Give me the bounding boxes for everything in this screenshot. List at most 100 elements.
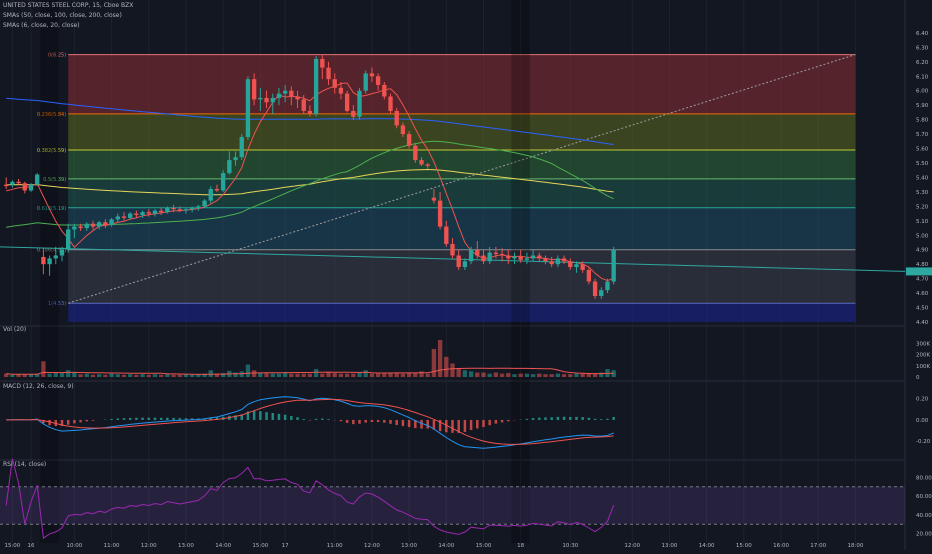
time-axis-tick: 17: [282, 543, 289, 549]
candle-body: [165, 207, 170, 213]
volume-bar: [72, 372, 77, 377]
candle-body: [264, 97, 269, 103]
volume-bar: [97, 374, 102, 377]
volume-bar: [493, 372, 499, 377]
price-axis-tick: 4.90: [916, 248, 929, 254]
price-axis-tick: 5.40: [916, 175, 929, 181]
time-axis-tick: 15:00: [4, 543, 20, 549]
volume-bar: [375, 373, 381, 377]
time-axis-tick: 18: [517, 543, 524, 549]
time-axis-tick: 14:00: [215, 543, 231, 549]
price-axis-tick: 6.20: [916, 60, 929, 66]
volume-bar: [289, 373, 294, 377]
candle-body: [537, 255, 542, 259]
candle-body: [437, 200, 443, 227]
volume-bar: [394, 372, 399, 377]
candle-body: [97, 222, 102, 227]
candle-body: [524, 258, 530, 260]
candle-body: [425, 164, 430, 166]
candle-body: [134, 213, 139, 216]
volume-bar: [109, 373, 114, 377]
candle-body: [530, 255, 536, 259]
volume-bar: [115, 374, 120, 377]
volume-bar: [450, 363, 455, 377]
candle-body: [512, 256, 517, 259]
candle-body: [239, 136, 244, 158]
candle-body: [444, 226, 449, 244]
candle-body: [171, 207, 176, 210]
time-axis-tick: 18:00: [847, 543, 863, 549]
volume-axis-tick: 300K: [916, 341, 930, 347]
candle-body: [406, 134, 412, 146]
fib-trend-line: [68, 54, 856, 304]
volume-bar: [208, 370, 213, 377]
time-axis-tick: 12:00: [364, 543, 380, 549]
volume-bar: [47, 373, 52, 377]
candle-body: [388, 96, 393, 111]
volume-bar: [512, 374, 517, 377]
volume-bar: [66, 370, 71, 377]
price-axis-tick: 5.20: [916, 204, 929, 210]
candle-body: [289, 90, 294, 97]
volume-bar: [363, 370, 368, 377]
candle-body: [115, 216, 120, 220]
time-axis-tick: 13:00: [401, 543, 417, 549]
trend-line: [0, 246, 906, 272]
time-axis-tick: 14:00: [438, 543, 454, 549]
fib-zone: [68, 149, 856, 179]
fib-label: 0.382(5.59): [37, 148, 66, 154]
volume-bar: [35, 373, 40, 377]
volume-bar: [320, 373, 325, 377]
volume-bar: [270, 373, 275, 377]
time-axis-tick: 13:00: [178, 543, 194, 549]
volume-bar: [413, 372, 418, 377]
price-axis-tick: 6.40: [916, 31, 929, 37]
volume-pane-label: Vol (20): [3, 326, 27, 333]
candle-body: [499, 254, 505, 256]
fib-zone: [68, 207, 856, 250]
candle-body: [72, 226, 77, 230]
fib-label: 0.786(4.90): [37, 248, 66, 254]
time-axis-tick: 17:00: [810, 543, 826, 549]
candle-body: [351, 110, 356, 117]
volume-bar: [555, 373, 561, 377]
candle-body: [158, 210, 164, 213]
volume-bar: [444, 356, 449, 377]
volume-bar: [599, 372, 604, 377]
candle-body: [202, 200, 207, 207]
candle-body: [146, 212, 151, 214]
volume-bar: [586, 373, 592, 377]
volume-bar: [518, 373, 523, 377]
candle-body: [35, 174, 40, 185]
candle-body: [369, 73, 375, 77]
candle-body: [419, 160, 424, 165]
candle-body: [394, 110, 399, 126]
candle-body: [214, 189, 220, 191]
rsi-pane-label: RSI (14, close): [3, 461, 47, 468]
volume-bar: [506, 373, 511, 377]
candle-body: [592, 281, 598, 296]
volume-bar: [549, 374, 554, 377]
fib-zone: [68, 249, 856, 304]
time-axis-tick: 16: [27, 543, 34, 549]
candle-body: [103, 222, 108, 226]
volume-bar: [561, 374, 567, 377]
volume-bar: [41, 361, 46, 377]
candle-body: [245, 79, 251, 137]
rsi-axis-tick: 60.00: [916, 494, 932, 500]
volume-bar: [10, 374, 15, 377]
volume-bar: [456, 368, 461, 377]
candle-body: [456, 255, 461, 268]
candle-body: [574, 264, 579, 268]
volume-bar: [146, 374, 151, 377]
volume-bar: [568, 374, 573, 377]
candle-body: [16, 181, 21, 184]
candle-body: [121, 216, 127, 218]
candle-body: [227, 160, 232, 174]
volume-bar: [103, 374, 108, 377]
time-axis-tick: 15:00: [476, 543, 492, 549]
candle-body: [41, 256, 46, 265]
candle-body: [47, 258, 52, 265]
volume-bar: [4, 373, 9, 377]
